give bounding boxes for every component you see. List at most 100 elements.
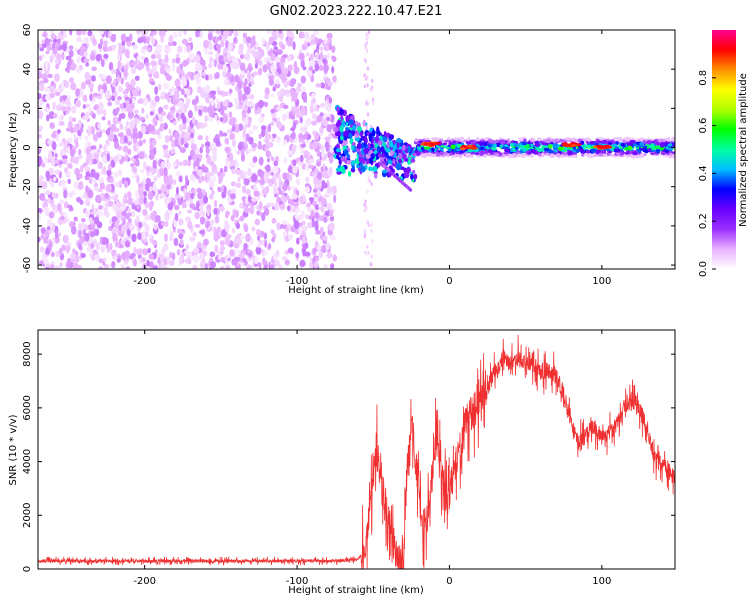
spectrogram-cell	[336, 151, 342, 156]
spectrogram-cell	[409, 188, 412, 192]
spectrogram-cell	[308, 66, 314, 71]
spectrogram-cell	[500, 140, 506, 145]
spectrogram-cell	[166, 67, 171, 74]
spectrogram-cell	[261, 212, 266, 222]
spectrogram-cell	[549, 153, 555, 158]
spectrogram-cell	[304, 151, 311, 156]
spectrogram-cell	[512, 152, 516, 157]
spectrogram-cell	[153, 223, 158, 231]
spectrogram-cell	[282, 172, 288, 180]
spectrogram-cell	[589, 141, 595, 145]
spectrogram-cell	[667, 147, 674, 151]
spectrogram-cell	[359, 162, 363, 167]
spectrogram-cell	[456, 143, 463, 148]
spectrogram-cell	[91, 158, 98, 165]
snr-y-tick-label: 0	[22, 566, 33, 572]
spectrogram-cell	[283, 104, 289, 110]
spectrogram-cell	[103, 257, 107, 262]
spectrogram-cell	[62, 234, 69, 244]
spectrogram-cell	[606, 153, 612, 157]
spectrogram-cell	[276, 121, 283, 129]
spectrogram-cell	[663, 142, 669, 146]
spectrogram-cell	[262, 251, 268, 256]
spectrogram-cell	[316, 189, 322, 198]
spectrogram-cell	[177, 116, 181, 122]
spectrogram-cell	[352, 124, 357, 131]
spectrogram-cell	[393, 152, 397, 159]
spectrogram-cell	[153, 175, 158, 182]
spectrogram-cell	[129, 61, 135, 66]
spectrogram-cell	[320, 102, 325, 108]
spectrogram-cell	[150, 30, 157, 33]
spectrogram-cell	[310, 92, 316, 100]
spectrogram-cell	[206, 147, 210, 154]
spectrogram-cell	[179, 147, 187, 154]
spectrogram-cell	[204, 141, 211, 148]
spectrogram-cell	[152, 159, 157, 169]
spectrogram-cell	[107, 101, 113, 107]
spectrogram-cell	[204, 221, 210, 229]
spectrogram-cell	[148, 253, 155, 260]
spectrogram-cell	[173, 237, 179, 247]
spectrogram-cell	[315, 106, 320, 112]
spectrogram-cell	[105, 211, 110, 218]
spectrogram-cell	[527, 151, 533, 154]
spectrogram-cell	[236, 150, 242, 155]
spectrogram-cell	[286, 205, 291, 212]
spectrogram-cell	[173, 220, 178, 228]
spectrogram-cell	[415, 151, 421, 156]
spectrogram-cell	[183, 188, 188, 194]
spectrogram-cell	[268, 75, 273, 80]
spectrogram-cell	[264, 57, 268, 63]
spectrogram-cell	[136, 144, 140, 150]
spectrogram-cell	[120, 112, 126, 119]
figure-title: GN02.2023.222.10.47.E21	[270, 4, 443, 19]
spectrogram-cell	[354, 120, 358, 125]
spectrogram-cell	[367, 250, 370, 255]
spectrogram-cell	[127, 110, 134, 119]
spectrogram-cell	[230, 181, 236, 187]
spectrogram-cell	[133, 155, 139, 160]
spectrogram-cell	[543, 147, 550, 152]
spectrogram-cell	[74, 254, 80, 264]
spectrogram-cell	[396, 138, 402, 144]
spectrogram-cell	[134, 160, 140, 167]
spectrogram-cell	[46, 45, 53, 51]
spectrogram-x-tick-label: -200	[133, 276, 156, 287]
spectrogram-cell	[240, 253, 245, 259]
spectrogram-cell	[77, 154, 83, 160]
spectrogram-cell	[323, 216, 328, 223]
spectrogram-cell	[49, 122, 55, 129]
spectrogram-cell	[320, 152, 325, 158]
spectrogram-cell	[276, 136, 281, 143]
spectrogram-cell	[64, 166, 69, 174]
spectrogram-cell	[67, 171, 71, 178]
spectrogram-cell	[272, 252, 277, 261]
spectrogram-cell	[558, 146, 563, 151]
spectrogram-cell	[345, 115, 351, 122]
spectrogram-cell	[55, 229, 59, 239]
spectrogram-cell	[106, 169, 112, 177]
spectrogram-cell	[98, 210, 104, 217]
spectrogram-cell	[366, 112, 370, 117]
spectrogram-cell	[650, 149, 656, 152]
spectrogram-cell	[72, 248, 76, 253]
spectrogram-cell	[80, 126, 84, 133]
spectrogram-cell	[173, 138, 180, 147]
spectrogram-cell	[309, 59, 316, 68]
spectrogram-cell	[38, 71, 42, 79]
spectrogram-cell	[332, 185, 337, 195]
spectrogram-cell	[265, 142, 272, 147]
spectrogram-cell	[208, 109, 214, 117]
spectrogram-cell	[639, 147, 646, 151]
spectrogram-cell	[275, 249, 280, 258]
spectrogram-cell	[65, 218, 70, 223]
spectrogram-cell	[178, 256, 183, 266]
spectrogram-cell	[266, 178, 272, 184]
spectrogram-cell	[580, 140, 585, 145]
spectrogram-cell	[146, 125, 151, 133]
spectrogram-cell	[261, 187, 269, 196]
spectrogram-cell	[235, 162, 239, 168]
spectrogram-cell	[651, 145, 655, 151]
